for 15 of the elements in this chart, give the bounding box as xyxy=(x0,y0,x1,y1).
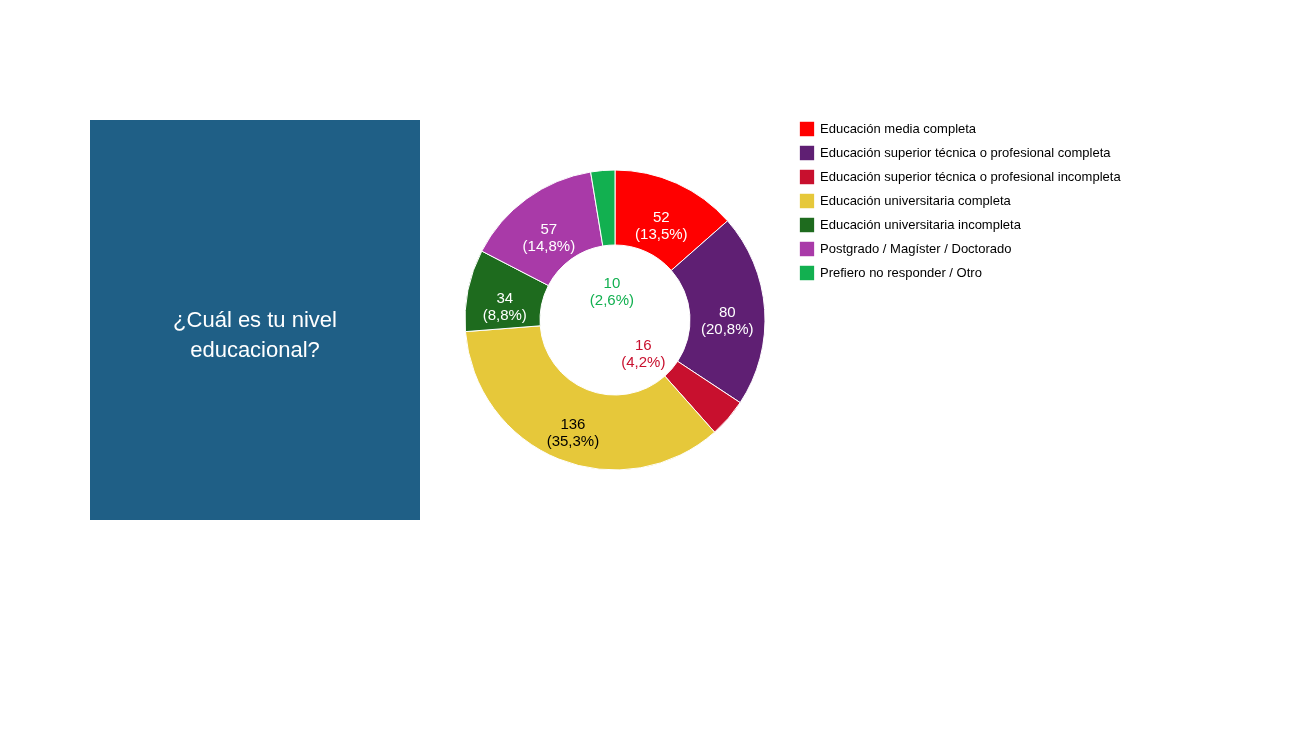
legend-label: Educación superior técnica o profesional incompleta xyxy=(820,169,1122,184)
data-label: 52 (13,5%) xyxy=(635,208,688,243)
legend-label: Postgrado / Magíster / Doctorado xyxy=(820,241,1012,256)
legend-label: Prefiero no responder / Otro xyxy=(820,265,982,280)
legend-label: Educación universitaria completa xyxy=(820,193,1012,208)
data-label: 34 (8,8%) xyxy=(482,288,527,323)
legend-label: Educación superior técnica o profesional completa xyxy=(820,145,1112,160)
legend-label: Educación media completa xyxy=(820,121,977,136)
legend-label: Educación universitaria incompleta xyxy=(820,217,1022,232)
data-label: 136 (35,3%) xyxy=(546,415,600,450)
data-label: 80 (20,8%) xyxy=(700,303,754,338)
text: ¿Cuál es tu nivel educacional? xyxy=(173,307,337,362)
data-label: 57 (14,8%) xyxy=(522,219,576,254)
data-label: 16 (4,2%) xyxy=(621,335,666,370)
data-label: 10 (2,6%) xyxy=(589,273,635,308)
